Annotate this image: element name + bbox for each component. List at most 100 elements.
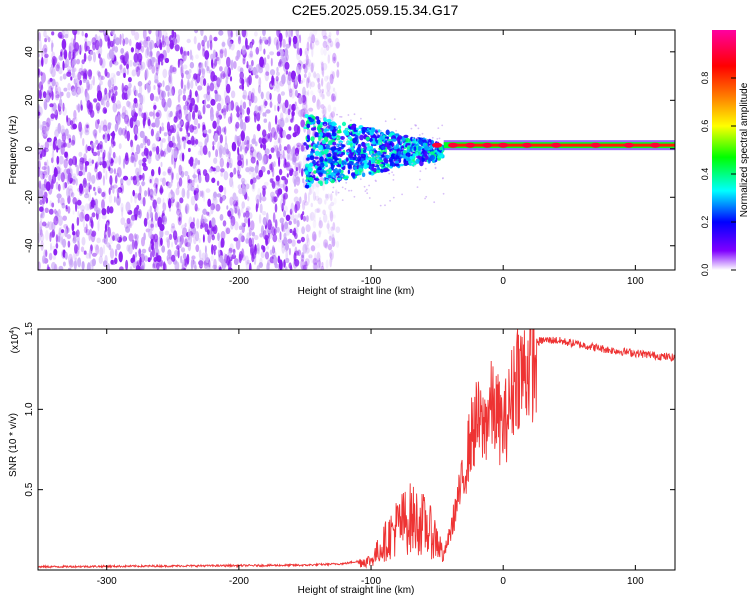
heat-cell bbox=[217, 110, 222, 116]
heat-cell bbox=[230, 215, 236, 227]
heat-cell bbox=[251, 39, 255, 45]
heat-cell bbox=[265, 91, 271, 101]
heat-cell bbox=[216, 122, 220, 128]
heat-cell bbox=[133, 157, 137, 168]
heat-cell bbox=[106, 242, 111, 248]
heat-cell bbox=[124, 51, 129, 63]
heat-cell bbox=[68, 158, 74, 166]
heat-cell bbox=[228, 162, 233, 168]
heat-cell bbox=[274, 104, 277, 112]
heat-cell bbox=[125, 226, 131, 233]
heat-cell bbox=[71, 88, 77, 96]
heat-cell bbox=[75, 178, 78, 186]
heat-cell bbox=[121, 33, 124, 40]
heat-cell bbox=[187, 179, 192, 184]
heat-cell bbox=[270, 127, 276, 138]
heat-cell bbox=[211, 234, 215, 241]
heat-cell bbox=[94, 39, 100, 51]
heat-cell bbox=[336, 144, 338, 147]
heat-cell bbox=[326, 43, 332, 49]
heat-cell bbox=[438, 137, 441, 140]
heat-cell bbox=[409, 151, 412, 154]
heat-cell bbox=[345, 142, 348, 145]
heat-cell bbox=[363, 185, 366, 188]
heat-cell bbox=[154, 211, 158, 222]
heat-cell bbox=[214, 89, 218, 94]
heat-cell bbox=[134, 31, 140, 41]
heat-cell bbox=[387, 138, 392, 142]
heat-cell bbox=[141, 264, 145, 270]
heat-cell bbox=[198, 64, 203, 72]
heat-cell bbox=[379, 135, 384, 141]
heat-cell bbox=[423, 145, 429, 151]
heat-cell bbox=[182, 64, 188, 70]
heat-cell bbox=[392, 179, 395, 181]
heat-cell bbox=[180, 247, 186, 253]
heat-cell bbox=[317, 144, 320, 147]
heat-cell bbox=[279, 144, 282, 151]
heat-cell bbox=[93, 186, 96, 192]
heat-cell bbox=[44, 161, 47, 166]
heat-cell bbox=[235, 136, 239, 142]
heat-cell bbox=[158, 259, 164, 267]
heat-cell bbox=[244, 116, 248, 123]
heat-cell bbox=[135, 89, 138, 97]
heat-cell bbox=[153, 257, 158, 262]
heat-cell bbox=[271, 180, 276, 189]
heat-cell bbox=[324, 242, 328, 250]
signal-blob bbox=[522, 142, 532, 148]
heat-cell bbox=[230, 112, 233, 124]
heat-cell bbox=[88, 158, 92, 164]
heat-cell bbox=[142, 162, 147, 168]
heat-cell bbox=[233, 258, 239, 266]
heat-cell bbox=[187, 79, 190, 89]
heat-cell bbox=[357, 155, 362, 162]
heat-cell bbox=[307, 192, 310, 203]
heat-cell bbox=[150, 251, 153, 261]
heat-cell bbox=[216, 77, 221, 88]
heat-cell bbox=[57, 235, 61, 243]
heat-cell bbox=[66, 168, 71, 175]
heat-cell bbox=[237, 146, 240, 156]
heat-cell bbox=[43, 191, 48, 199]
heat-cell bbox=[93, 51, 96, 63]
heat-cell bbox=[77, 210, 80, 217]
heat-cell bbox=[296, 220, 300, 228]
heat-cell bbox=[104, 254, 108, 266]
heat-cell bbox=[219, 157, 224, 168]
heat-cell bbox=[129, 221, 133, 229]
heat-cell bbox=[194, 264, 197, 270]
heat-cell bbox=[321, 262, 324, 268]
heat-cell bbox=[85, 144, 88, 154]
heat-cell bbox=[180, 49, 185, 59]
heat-cell bbox=[291, 146, 296, 158]
heat-cell bbox=[338, 125, 342, 130]
heat-cell bbox=[436, 138, 439, 140]
heat-cell bbox=[373, 167, 377, 173]
heat-cell bbox=[320, 79, 323, 86]
heat-cell bbox=[259, 39, 263, 44]
heat-cell bbox=[278, 135, 282, 145]
heat-cell bbox=[312, 159, 316, 165]
heat-cell bbox=[97, 220, 100, 232]
heat-cell bbox=[380, 134, 382, 136]
heat-cell bbox=[331, 93, 334, 102]
heat-cell bbox=[44, 53, 49, 58]
heat-cell bbox=[189, 156, 194, 167]
heat-cell bbox=[41, 56, 44, 67]
heat-cell bbox=[361, 129, 366, 135]
heat-cell bbox=[203, 129, 208, 134]
heat-cell bbox=[165, 32, 168, 39]
heat-cell bbox=[416, 186, 419, 189]
heat-cell bbox=[160, 161, 163, 168]
heat-cell bbox=[328, 235, 332, 241]
heat-cell bbox=[142, 135, 147, 146]
heat-cell bbox=[258, 137, 263, 144]
heat-cell bbox=[58, 67, 63, 75]
heat-cell bbox=[271, 226, 276, 237]
heat-cell bbox=[168, 88, 174, 97]
heat-cell bbox=[322, 209, 326, 216]
heat-cell bbox=[341, 144, 346, 148]
heat-cell bbox=[307, 77, 310, 84]
